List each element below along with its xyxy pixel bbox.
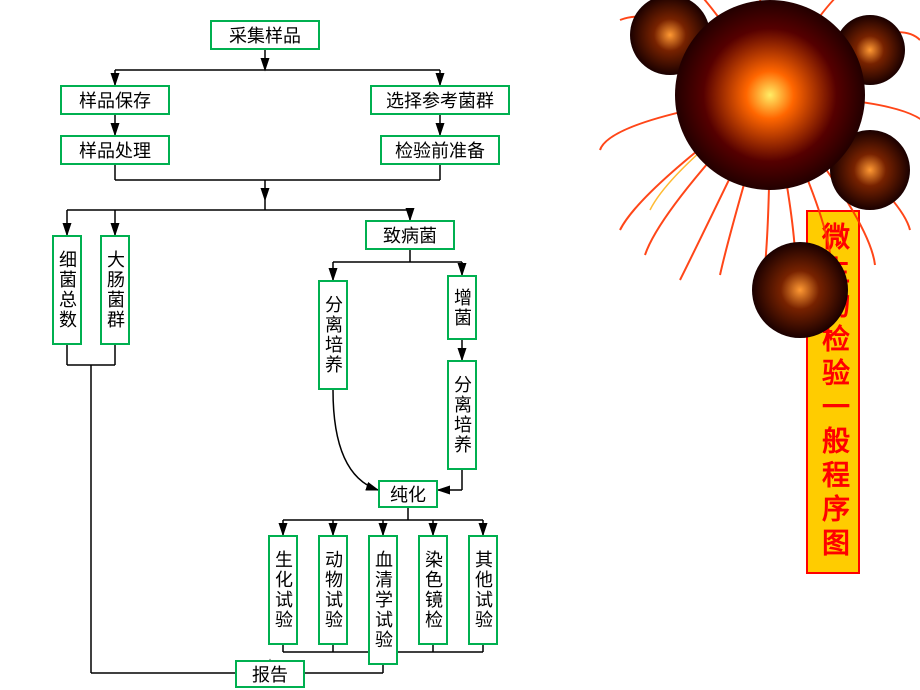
box-pre-test: 检验前准备 <box>380 135 500 165</box>
label: 增菌 <box>449 288 475 328</box>
box-purify: 纯化 <box>378 480 438 508</box>
label: 染色镜检 <box>420 550 446 630</box>
label: 动物试验 <box>320 550 346 630</box>
title-panel: 微生物检验一般程序图 <box>806 210 860 574</box>
label: 生化试验 <box>270 550 296 630</box>
label: 选择参考菌群 <box>386 87 494 113</box>
box-process: 样品处理 <box>60 135 170 165</box>
box-animal: 动物试验 <box>318 535 348 645</box>
box-report: 报告 <box>235 660 305 688</box>
box-biochem: 生化试验 <box>268 535 298 645</box>
box-coliform: 大肠菌群 <box>100 235 130 345</box>
box-isolate1: 分离培养 <box>318 280 348 390</box>
box-stain: 染色镜检 <box>418 535 448 645</box>
box-enrich: 增菌 <box>447 275 477 340</box>
decor-firework <box>580 0 920 360</box>
label: 分离培养 <box>449 375 475 455</box>
box-select-ref: 选择参考菌群 <box>370 85 510 115</box>
title-text: 微生物检验一般程序图 <box>818 222 849 562</box>
label: 大肠菌群 <box>102 250 128 330</box>
label: 样品处理 <box>79 137 151 163</box>
label: 采集样品 <box>229 22 301 48</box>
box-sero: 血清学试验 <box>368 535 398 665</box>
label: 其他试验 <box>470 550 496 630</box>
label: 分离培养 <box>320 295 346 375</box>
box-other: 其他试验 <box>468 535 498 645</box>
box-preserve: 样品保存 <box>60 85 170 115</box>
label: 致病菌 <box>383 222 437 248</box>
box-isolate2: 分离培养 <box>447 360 477 470</box>
label: 样品保存 <box>79 87 151 113</box>
label: 细菌总数 <box>54 250 80 330</box>
box-pathogen: 致病菌 <box>365 220 455 250</box>
label: 报告 <box>252 661 288 687</box>
box-collect: 采集样品 <box>210 20 320 50</box>
label: 血清学试验 <box>370 550 396 650</box>
label: 纯化 <box>390 481 426 507</box>
box-total-count: 细菌总数 <box>52 235 82 345</box>
label: 检验前准备 <box>395 137 485 163</box>
